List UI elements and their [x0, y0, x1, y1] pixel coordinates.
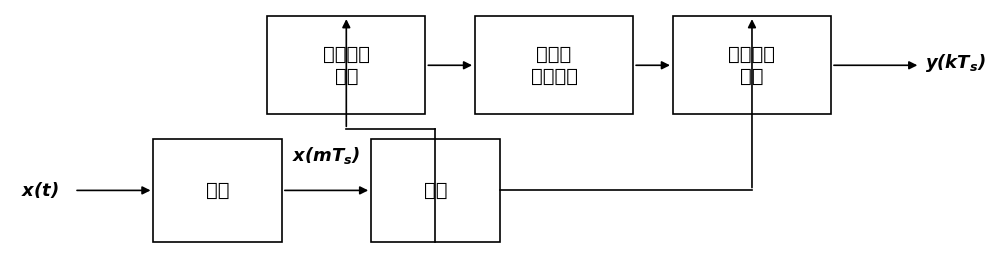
Text: 重采样
指示信号: 重采样 指示信号	[531, 45, 578, 86]
FancyBboxPatch shape	[673, 16, 831, 114]
FancyBboxPatch shape	[475, 16, 633, 114]
Text: $\bfit{x}$$\bfit{(mT_s)}$: $\bfit{x}$$\bfit{(mT_s)}$	[292, 144, 361, 166]
Text: 采样: 采样	[206, 181, 229, 200]
FancyBboxPatch shape	[371, 139, 500, 242]
FancyBboxPatch shape	[267, 16, 425, 114]
Text: 异步数据
恢复: 异步数据 恢复	[728, 45, 775, 86]
Text: 时钟偏差
检测: 时钟偏差 检测	[323, 45, 370, 86]
Text: $\bfit{x}$$\bfit{(t)}$: $\bfit{x}$$\bfit{(t)}$	[21, 180, 58, 200]
Text: 解调: 解调	[424, 181, 447, 200]
Text: $\bfit{y}$$\bfit{(kT_s)}$: $\bfit{y}$$\bfit{(kT_s)}$	[925, 52, 986, 73]
FancyBboxPatch shape	[153, 139, 282, 242]
